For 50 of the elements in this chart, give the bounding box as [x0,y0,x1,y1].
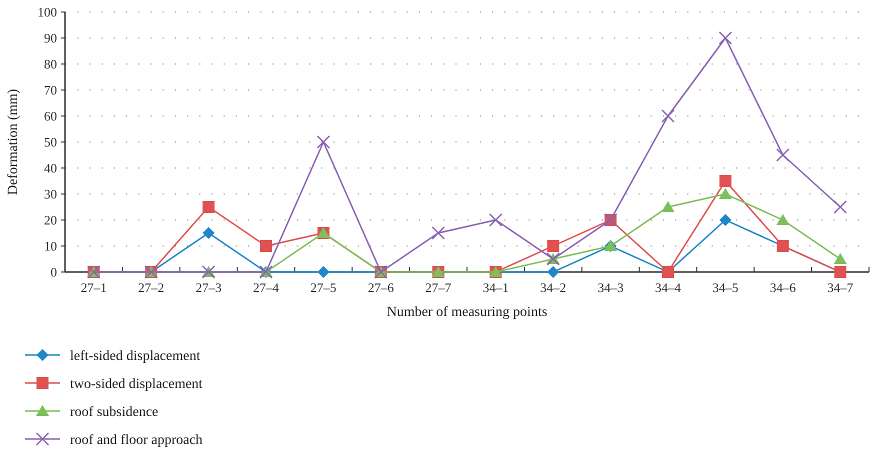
y-tick-label: 90 [44,30,57,46]
point [547,266,560,278]
point [260,240,272,252]
point [776,214,790,225]
x-tick-label: 34–6 [770,280,796,295]
y-tick-label: 0 [50,264,57,280]
point [776,148,790,162]
y-tick-label: 40 [44,160,57,176]
point [202,201,215,213]
point [718,188,732,199]
x-tick-label: 27–1 [80,280,107,295]
point [661,109,675,123]
point [547,240,560,252]
point [719,175,732,187]
x-tick-label: 27–4 [253,280,280,295]
x-tick-label: 34–5 [712,280,738,295]
y-axis-title: Deformation (mm) [6,88,21,196]
point [489,213,502,227]
y-tick-label: 20 [44,212,57,228]
point [316,135,330,149]
x-tick-label: 27–6 [368,280,394,295]
x-tick-label: 27–5 [310,280,336,295]
x-tick-label: 34–2 [540,280,566,295]
point [662,201,674,212]
point [719,214,732,226]
point [834,200,847,214]
x-tick-label: 34–1 [482,280,509,295]
x-tick-label: 27–7 [425,280,452,295]
x-tick-label: 34–4 [655,280,682,295]
point [834,253,847,264]
y-tick-label: 30 [44,186,57,202]
point [432,226,445,240]
x-tick-label: 34–7 [827,280,854,295]
legend-label: roof subsidence [70,404,158,420]
y-tick-label: 10 [44,238,57,254]
y-tick-label: 50 [44,134,57,150]
y-tick-label: 80 [44,56,57,72]
x-axis-title: Number of measuring points [386,305,548,320]
point [202,227,215,239]
x-tick-label: 27–2 [138,280,164,295]
point [718,31,732,45]
x-tick-label: 27–3 [196,280,222,295]
y-tick-label: 60 [44,108,57,124]
y-tick-label: 70 [44,82,57,98]
point [317,266,330,278]
y-tick-label: 100 [38,4,57,20]
x-tick-label: 34–3 [598,280,624,295]
legend-label: left-sided displacement [70,348,200,364]
legend-label: two-sided displacement [70,376,203,392]
legend-label: roof and floor approach [70,432,203,448]
